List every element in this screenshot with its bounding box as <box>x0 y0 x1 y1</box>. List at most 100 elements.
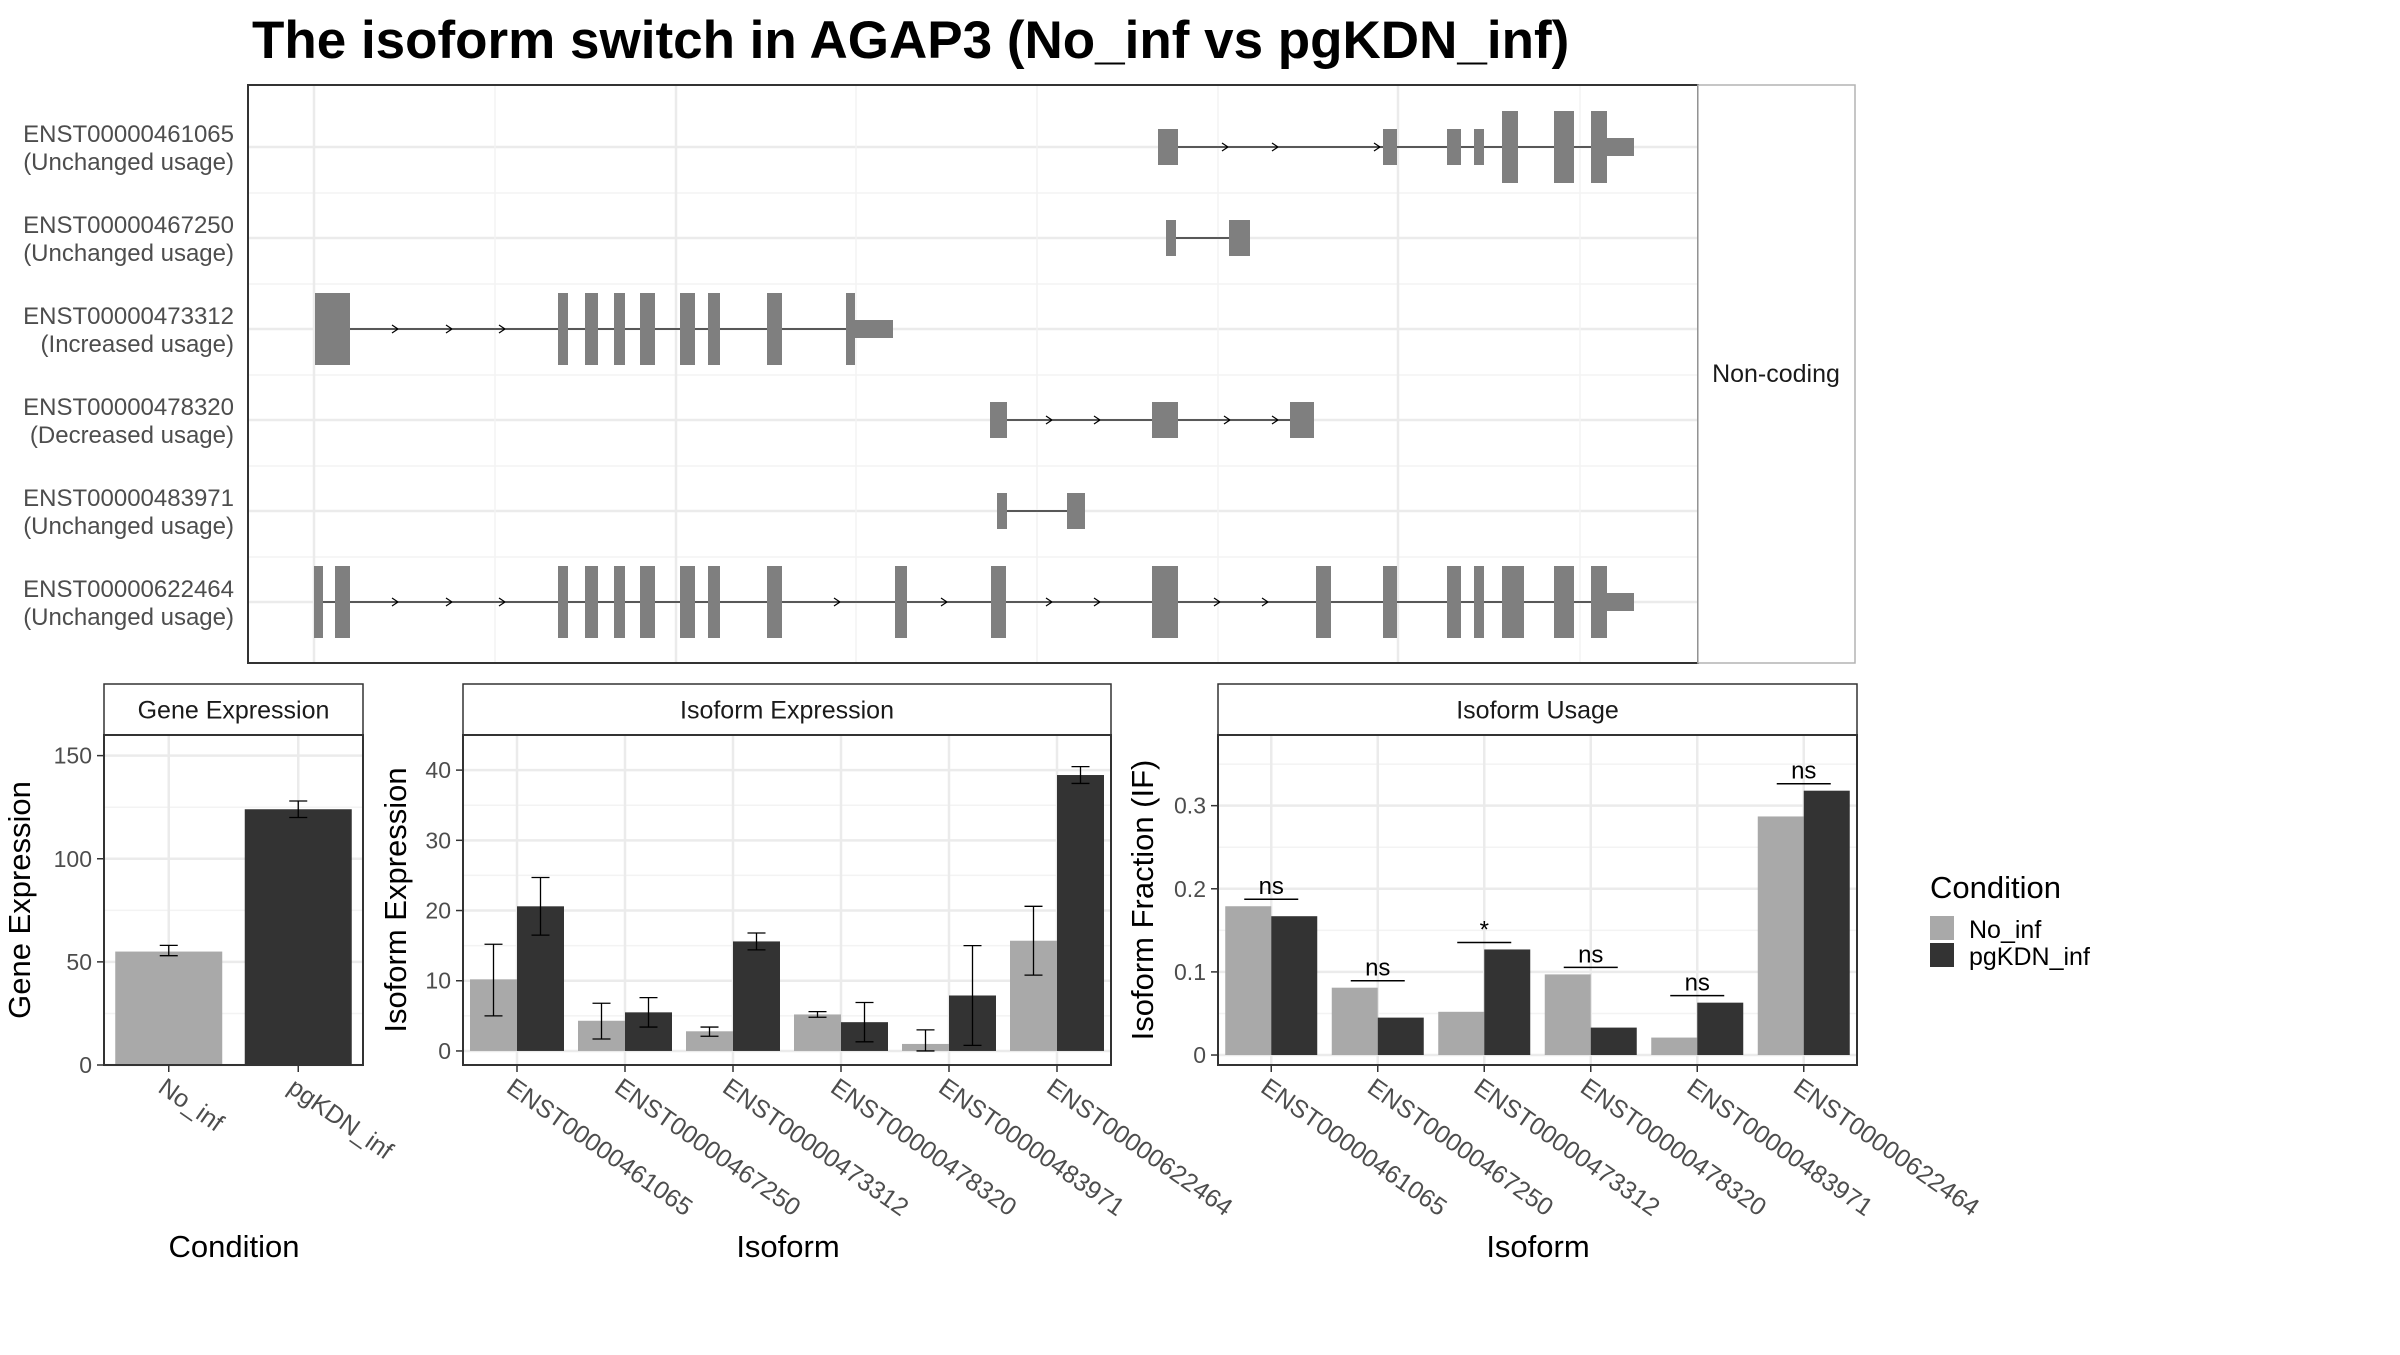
intron-arrow <box>498 324 507 334</box>
transcript-usage-label: (Unchanged usage) <box>23 604 234 631</box>
y-tick-label: 0.3 <box>1174 793 1206 819</box>
y-tick-label: 40 <box>425 757 451 783</box>
exon-block <box>1474 566 1484 638</box>
exon-block <box>680 293 695 365</box>
bar <box>1590 1027 1637 1056</box>
legend-label-no-inf: No_inf <box>1969 916 2041 944</box>
exon-block <box>855 320 893 338</box>
panel-strip-title: Isoform Usage <box>1456 697 1619 725</box>
exon-block <box>1607 138 1634 156</box>
exon-block <box>997 493 1007 529</box>
y-tick-label: 0.1 <box>1174 959 1206 985</box>
intron-arrow <box>391 324 400 334</box>
exon-block <box>991 566 1006 638</box>
y-tick-label: 0 <box>438 1038 451 1064</box>
x-tick-label: ENST00000461065 <box>502 1073 698 1222</box>
y-axis-label: Isoform Fraction (IF) <box>1125 760 1160 1041</box>
legend-label-pgkdn-inf: pgKDN_inf <box>1969 943 2090 971</box>
bar <box>1377 1017 1424 1056</box>
x-tick-label: ENST00000483971 <box>1682 1073 1878 1222</box>
exon-block <box>335 566 350 638</box>
exon-block <box>1554 111 1574 183</box>
significance-label: ns <box>1791 758 1816 785</box>
exon-block <box>1554 566 1574 638</box>
transcript-track <box>1166 220 1250 256</box>
y-tick-label: 0.2 <box>1174 876 1206 902</box>
x-tick-label: ENST00000622464 <box>1042 1073 1238 1222</box>
isoform-expression-panel: Isoform Expression 0 10 20 30 40 Isoform Expre… <box>378 683 1238 1264</box>
bar <box>1651 1037 1698 1056</box>
exon-block <box>614 293 625 365</box>
legend-title: Condition <box>1930 870 2061 905</box>
bar <box>1544 974 1591 1056</box>
x-axis-label: Condition <box>169 1229 300 1264</box>
intron-arrow <box>445 324 454 334</box>
bar <box>1225 906 1272 1056</box>
intron-arrow <box>940 597 949 607</box>
gene-expression-panel: Gene Expression 0 50 100 150 Gene Expression N… <box>2 683 398 1264</box>
transcript-track <box>315 293 893 365</box>
intron-arrow <box>391 597 400 607</box>
intron-arrow <box>1373 142 1382 152</box>
exon-block <box>1290 402 1314 438</box>
exon-block <box>640 566 655 638</box>
exon-block <box>895 566 907 638</box>
exon-block <box>767 566 782 638</box>
x-tick-label: ENST00000473312 <box>718 1073 914 1222</box>
transcript-strip <box>1697 84 1856 664</box>
panel-strip-title: Isoform Expression <box>680 697 894 725</box>
x-tick-label: ENST00000467250 <box>610 1073 806 1222</box>
y-tick-label: 30 <box>425 827 451 853</box>
exon-block <box>315 293 350 365</box>
transcript-id-label: ENST00000473312 <box>23 303 234 330</box>
y-axis-label: Gene Expression <box>2 781 37 1019</box>
bar <box>794 1014 841 1051</box>
exon-block <box>990 402 1007 438</box>
panel-strip <box>1217 683 1858 736</box>
intron-arrow <box>1223 415 1232 425</box>
x-axis-label: Isoform <box>1486 1229 1589 1264</box>
exon-block <box>1591 111 1607 183</box>
transcript-labels: ENST00000461065(Unchanged usage)ENST0000… <box>23 121 234 631</box>
bar <box>1484 949 1531 1056</box>
intron-arrow <box>498 597 507 607</box>
transcript-structure-panel: Non-coding ENST00000461065 (Unchanged usa… <box>23 84 1856 664</box>
bar <box>1697 1002 1744 1056</box>
intron-arrow <box>1221 142 1230 152</box>
transcript-track <box>1158 111 1634 183</box>
y-tick-label: 10 <box>425 968 451 994</box>
panel-strip <box>462 683 1112 736</box>
transcript-strip-label: Non-coding <box>1712 360 1840 388</box>
exon-block <box>767 293 782 365</box>
panel-strip <box>103 683 364 736</box>
significance-label: ns <box>1365 955 1390 982</box>
transcript-usage-label: (Increased usage) <box>41 331 234 358</box>
bar <box>1757 816 1804 1056</box>
page-title: The isoform switch in AGAP3 (No_inf vs p… <box>252 11 1569 70</box>
exon-block <box>558 566 568 638</box>
exon-block <box>314 566 323 638</box>
bar <box>1271 916 1318 1056</box>
exon-block <box>1152 402 1178 438</box>
exon-block <box>640 293 655 365</box>
exon-block <box>1607 593 1634 611</box>
y-tick-label: 50 <box>66 949 92 975</box>
plot-background <box>463 735 1111 1065</box>
x-tick-label: ENST00000483971 <box>934 1073 1130 1222</box>
transcript-id-label: ENST00000622464 <box>23 576 234 603</box>
y-axis-label: Isoform Expression <box>378 767 413 1032</box>
plot-frame <box>462 734 1112 1066</box>
exon-block <box>1383 129 1397 165</box>
exon-block <box>1447 566 1461 638</box>
exon-block <box>614 566 625 638</box>
transcript-id-label: ENST00000483971 <box>23 485 234 512</box>
legend-swatch-pgkdn-inf <box>1930 943 1954 967</box>
significance-label: ns <box>1685 970 1710 997</box>
transcript-track <box>997 493 1085 529</box>
exon-block <box>1447 129 1461 165</box>
bar <box>686 1031 733 1051</box>
intron-arrow <box>1213 597 1222 607</box>
exon-block <box>1474 129 1484 165</box>
transcript-id-label: ENST00000461065 <box>23 121 234 148</box>
